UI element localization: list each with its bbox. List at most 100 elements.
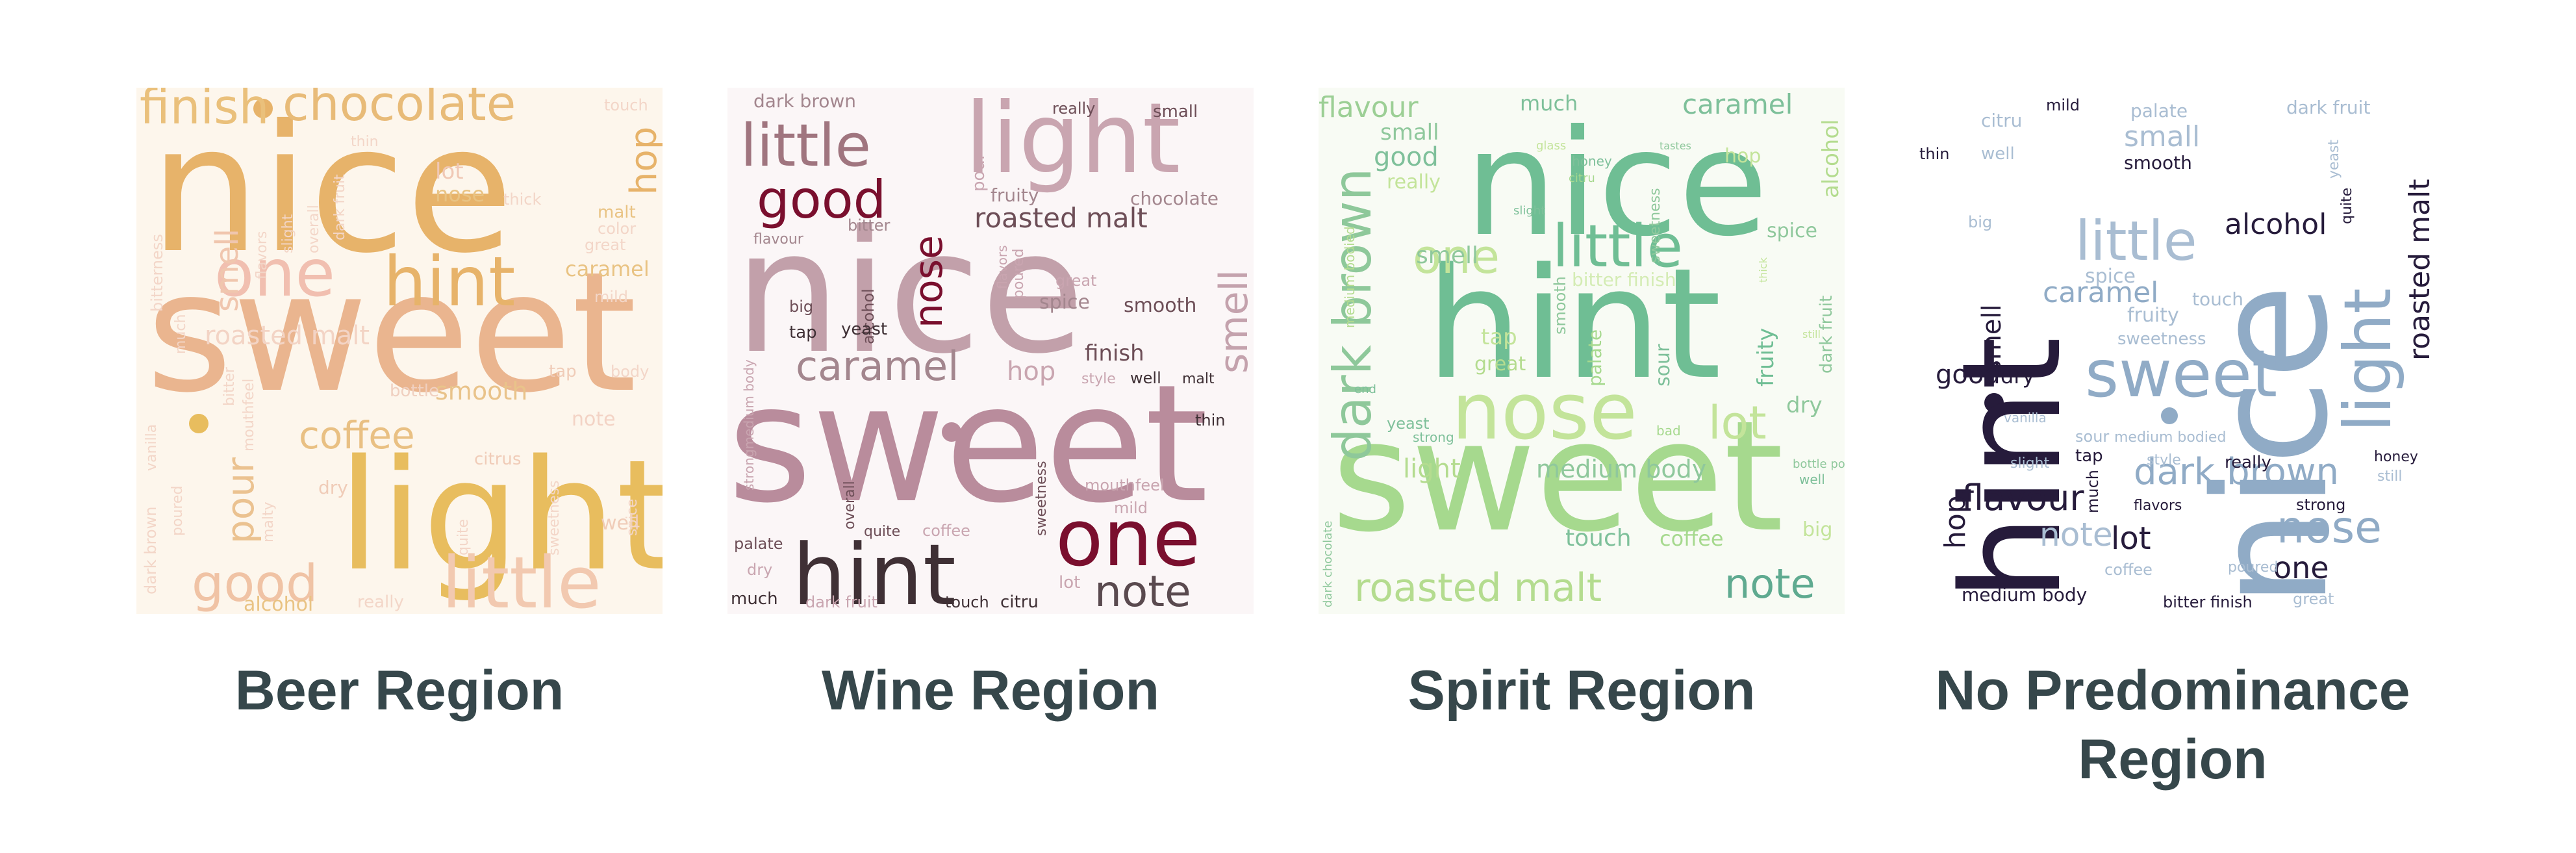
word: mouthfeel bbox=[241, 379, 257, 452]
word: bitter bbox=[848, 216, 890, 235]
word: smooth bbox=[1124, 294, 1196, 317]
word: vanilla bbox=[144, 424, 160, 471]
word: sour bbox=[1652, 344, 1674, 387]
word: bitter finish bbox=[2163, 593, 2253, 611]
dot-mark bbox=[253, 99, 273, 118]
word: strongmedium body bbox=[741, 359, 757, 490]
word-layer: nice sweet light hint one little good no… bbox=[727, 88, 1254, 614]
wine-region-caption: Wine Region bbox=[666, 656, 1315, 725]
word: one bbox=[2273, 550, 2329, 585]
word: roasted malt bbox=[205, 321, 370, 351]
word: yeast bbox=[841, 320, 887, 339]
word: poured bbox=[1011, 249, 1027, 299]
word: alcohol bbox=[859, 288, 878, 344]
word: little bbox=[2075, 209, 2197, 273]
word: sweetness bbox=[1033, 461, 1050, 536]
word: smell bbox=[1977, 304, 2007, 374]
cloud-background bbox=[1910, 88, 2436, 614]
beer-region-word-cloud: nice sweet light little hint one chocola… bbox=[136, 88, 663, 614]
word: dark fruit bbox=[2286, 97, 2370, 118]
word: great bbox=[2293, 590, 2334, 608]
word: little bbox=[1552, 212, 1683, 281]
word: medium bodied bbox=[1342, 226, 1357, 328]
word: hint bbox=[383, 242, 515, 322]
word: style bbox=[2147, 452, 2181, 468]
wine-region-word-cloud-svg: nice sweet light hint one little good no… bbox=[727, 88, 1254, 614]
word: sweetness bbox=[546, 480, 562, 555]
word: well bbox=[1981, 144, 2015, 164]
word: dark fruit bbox=[805, 593, 878, 611]
word: note bbox=[2039, 516, 2113, 554]
word: fruity bbox=[991, 185, 1039, 206]
word: hint bbox=[1932, 337, 2091, 601]
word: well bbox=[1799, 472, 1825, 487]
word: palate bbox=[734, 535, 783, 553]
spirit-region-caption: Spirit Region bbox=[1257, 656, 1906, 725]
word: malty bbox=[260, 502, 277, 542]
caption-line: Beer Region bbox=[234, 659, 564, 722]
beer-region-caption: Beer Region bbox=[75, 656, 724, 725]
word: nose bbox=[435, 182, 485, 207]
word: note bbox=[1724, 560, 1815, 607]
dot-mark bbox=[189, 414, 208, 433]
word: nose bbox=[1452, 367, 1637, 457]
word: hop bbox=[1939, 495, 1972, 549]
word: nose bbox=[2277, 502, 2382, 554]
word: thin bbox=[351, 134, 379, 150]
word: fruity bbox=[2127, 304, 2179, 327]
word: caramel bbox=[2043, 276, 2158, 309]
word: touch bbox=[945, 593, 989, 611]
word: touch bbox=[2192, 288, 2243, 310]
word: tap bbox=[549, 362, 577, 381]
word: overall bbox=[842, 481, 858, 529]
wine-region-word-cloud: nice sweet light hint one little good no… bbox=[727, 88, 1254, 614]
word: spice bbox=[1039, 291, 1090, 314]
word: tap bbox=[1481, 324, 1517, 350]
word: caramel bbox=[565, 257, 650, 281]
word: lot bbox=[2111, 520, 2151, 557]
word: honey bbox=[2374, 449, 2418, 465]
cloud-background bbox=[727, 88, 1254, 614]
word: malt bbox=[598, 203, 636, 222]
word: well bbox=[601, 512, 640, 535]
word: slight bbox=[2010, 455, 2050, 472]
word: nice bbox=[1465, 99, 1768, 269]
cloud-background bbox=[136, 88, 663, 614]
word: color bbox=[598, 220, 636, 238]
word: still bbox=[1802, 328, 1821, 340]
word: tastes bbox=[1660, 140, 1691, 152]
word: flavour bbox=[1962, 477, 2084, 518]
word: bad bbox=[1656, 423, 1681, 439]
word: roasted malt bbox=[974, 202, 1148, 234]
word: flavour bbox=[753, 231, 804, 248]
word: body bbox=[611, 363, 649, 381]
word: smooth bbox=[435, 377, 527, 405]
word: bottle pour bbox=[1793, 457, 1845, 471]
word: slight bbox=[1513, 204, 1545, 218]
word: little bbox=[442, 541, 601, 614]
word: dark brown bbox=[1322, 168, 1383, 461]
word: quite bbox=[455, 519, 472, 555]
word: note bbox=[1094, 567, 1191, 614]
word: sour bbox=[2075, 427, 2109, 446]
word: coffee bbox=[299, 413, 415, 457]
word: chocolate bbox=[1130, 188, 1219, 209]
word: coffee bbox=[2104, 561, 2153, 579]
word: still bbox=[2377, 468, 2402, 485]
word: spice bbox=[2085, 265, 2136, 288]
word: dark brown bbox=[2134, 451, 2339, 493]
word: yeast bbox=[2326, 140, 2342, 179]
word: well bbox=[1130, 369, 1161, 387]
word: tap bbox=[2075, 446, 2103, 466]
word: smooth bbox=[2124, 152, 2192, 173]
word: small bbox=[2124, 120, 2200, 153]
word: great bbox=[1055, 272, 1096, 290]
word: much bbox=[2084, 470, 2102, 513]
no-predominance-region-caption: No Predominance Region bbox=[1848, 656, 2497, 794]
word: honey bbox=[1572, 153, 1612, 169]
word: vanilla bbox=[2004, 410, 2047, 426]
caption-line: Spirit Region bbox=[1408, 659, 1756, 722]
word: lot bbox=[435, 159, 464, 185]
word: really bbox=[1387, 171, 1441, 194]
word: little bbox=[740, 112, 871, 180]
